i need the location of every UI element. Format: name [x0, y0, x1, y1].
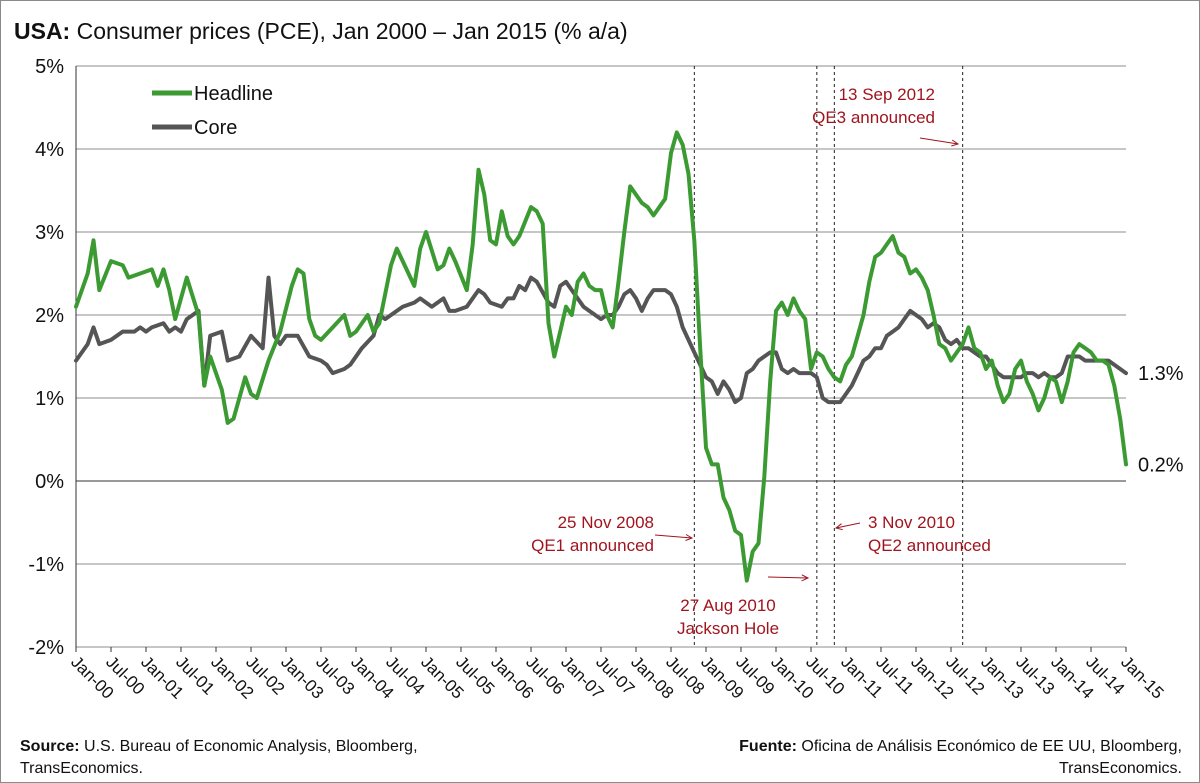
- headline-end-label: 0.2%: [1138, 454, 1184, 476]
- chart-title: USA: Consumer prices (PCE), Jan 2000 – J…: [14, 18, 628, 45]
- event-lines: [693, 66, 964, 647]
- fuente-note: Fuente: Oficina de Análisis Económico de…: [622, 736, 1182, 780]
- annotation-text: QE2 announced: [868, 536, 991, 555]
- y-tick-label: 5%: [35, 56, 64, 78]
- y-tick-label: 4%: [35, 139, 64, 161]
- series-lines: [74, 130, 1128, 583]
- source-note: Source: U.S. Bureau of Economic Analysis…: [20, 736, 540, 780]
- fuente-text: Oficina de Análisis Económico de EE UU, …: [801, 738, 1182, 777]
- headline-series-line: [74, 130, 1128, 583]
- core-legend-label: Core: [194, 117, 237, 139]
- annotation-text: 27 Aug 2010: [680, 596, 775, 615]
- title-rest: Consumer prices (PCE), Jan 2000 – Jan 20…: [76, 18, 628, 44]
- legend: Headline Core: [152, 83, 273, 139]
- x-tick-label: Jan-15: [1117, 652, 1167, 702]
- annotation-arrowhead: [801, 574, 810, 582]
- annotations: 25 Nov 2008 QE1 announced 27 Aug 2010 Jacks…: [531, 85, 991, 638]
- annotation-text: 13 Sep 2012: [839, 85, 935, 104]
- annotation-arrow: [767, 576, 809, 579]
- source-text: U.S. Bureau of Economic Analysis, Bloomb…: [20, 738, 418, 777]
- headline-legend-label: Headline: [194, 83, 273, 105]
- annotation-text: 3 Nov 2010: [868, 513, 955, 532]
- annotation-arrowhead: [685, 534, 694, 541]
- y-tick-label: 0%: [35, 471, 64, 493]
- end-labels: 0.2% 1.3%: [1138, 363, 1184, 476]
- annotation-text: QE1 announced: [531, 536, 654, 555]
- annotation-arrow: [835, 522, 861, 529]
- y-tick-label: 1%: [35, 388, 64, 410]
- y-axis: -2% -1% 0% 1% 2% 3% 4% 5%: [28, 56, 77, 659]
- annotation-text: Jackson Hole: [677, 619, 779, 638]
- annotation-arrow: [919, 137, 959, 145]
- source-label: Source:: [20, 738, 80, 755]
- annotation-arrowhead: [834, 523, 843, 531]
- annotation-arrowhead: [951, 139, 960, 147]
- annotation-arrow: [654, 534, 693, 539]
- annotation-text: 25 Nov 2008: [558, 513, 654, 532]
- annotation-text: QE3 announced: [812, 108, 935, 127]
- y-tick-label: -1%: [28, 554, 64, 576]
- y-tick-label: 3%: [35, 222, 64, 244]
- title-bold: USA:: [14, 18, 71, 44]
- y-tick-label: -2%: [28, 637, 64, 659]
- fuente-label: Fuente:: [739, 738, 797, 755]
- core-end-label: 1.3%: [1138, 363, 1184, 385]
- core-series-line: [74, 275, 1128, 405]
- y-tick-label: 2%: [35, 305, 64, 327]
